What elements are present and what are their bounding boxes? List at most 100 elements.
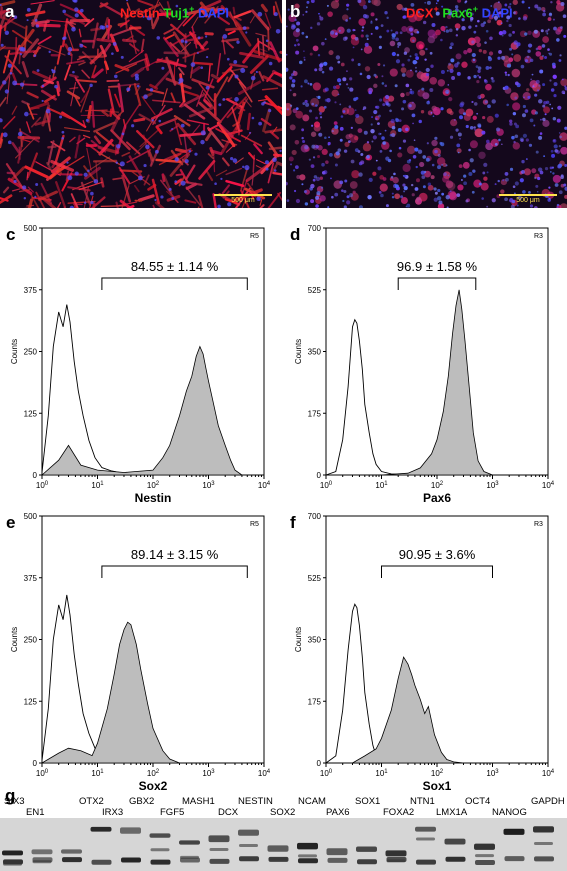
micrograph-a: Nestin Tuj1+ DAPI 500 μm [0,0,282,208]
micrograph-a-cells [0,0,282,208]
panel-letter-d: d [290,225,300,244]
y-axis-label: Counts [294,627,303,652]
y-tick-label: 500 [24,224,38,233]
x-tick-label: 103 [486,481,499,490]
y-tick-label: 350 [308,348,322,357]
gel-lane [503,828,525,862]
gel-lane [444,838,466,862]
marker-label-1: + [433,4,439,14]
gel-lane-label-top: NTN1 [410,796,435,807]
panel-letter-c: c [6,225,15,244]
gate-bracket [101,277,248,290]
y-axis-label: Counts [294,339,303,364]
control-histogram [41,304,154,476]
gel-lane-label-bottom: NANOG [492,807,527,818]
gate-label: R3 [534,233,543,240]
gel-lane-label-bottom: LMX1A [436,807,468,818]
y-tick-label: 175 [308,409,322,418]
gel-lane [238,829,259,862]
y-tick-label: 500 [24,512,38,521]
gel-lane-label-bottom: FGF5 [160,807,185,818]
x-tick-label: 100 [320,769,333,778]
gel-lane [474,843,495,865]
gel-lane-label-top: GAPDH [531,796,565,807]
y-tick-label: 525 [308,574,322,583]
gate-label: R5 [250,521,259,528]
y-axis-label: Counts [10,339,19,364]
gel-lane-label-top: MASH1 [182,796,215,807]
gel-lane [179,840,200,863]
gate-percent: 89.14 ± 3.15 % [131,547,219,562]
x-tick-label: 102 [147,481,160,490]
y-tick-label: 250 [24,636,38,645]
stained-histogram [40,345,244,476]
cell-layer [286,0,567,208]
x-tick-label: 101 [91,769,104,778]
x-tick-label: 101 [375,769,388,778]
gel-lane [267,845,289,862]
marker-label-4: DAPI [477,5,513,21]
gel-image [0,818,567,871]
y-tick-label: 0 [33,471,38,480]
y-tick-label: 250 [24,348,38,357]
x-tick-label: 102 [431,481,444,490]
micrograph-b-cells [286,0,567,208]
marker-label-3: + [472,4,478,14]
x-axis-label: Nestin [135,491,172,505]
y-tick-label: 125 [24,697,38,706]
gate-bracket [101,565,248,578]
histogram-f: f 0 175 350 525 700 100 101 102 103 104 Counts Sox1 R… [290,512,555,792]
micrograph-b-markers: DCX+ Pax6+ DAPI [406,4,513,20]
panel-letter-e: e [6,513,15,532]
stained-histogram [351,656,464,764]
marker-label-2: Pax6 [438,5,473,21]
gate-label: R5 [250,233,259,240]
marker-label-0: Nestin [120,5,160,21]
gel-lane [61,849,82,863]
y-tick-label: 0 [317,759,322,768]
gate-bracket [397,277,477,290]
micrograph-a-markers: Nestin Tuj1+ DAPI [120,4,229,20]
marker-label-2: + [189,4,195,14]
x-tick-label: 100 [320,481,333,490]
y-tick-label: 350 [308,636,322,645]
gate-bracket [381,565,493,578]
gel-lane-label-top: SOX1 [355,796,381,807]
gel-lane-label-bottom: PAX6 [326,807,350,818]
marker-label-3: DAPI [194,5,230,21]
y-tick-label: 0 [317,471,322,480]
cell-layer [0,0,282,208]
histogram-d: d 0 175 350 525 700 100 101 102 103 104 Counts Pax6 R… [290,224,555,505]
stained-histogram [381,289,493,476]
stained-histogram [40,621,180,764]
gate-percent: 96.9 ± 1.58 % [397,259,478,274]
x-tick-label: 100 [36,481,49,490]
marker-label-1: Tuj1 [159,5,190,21]
gel-lane [415,826,436,865]
x-tick-label: 103 [202,481,215,490]
x-tick-label: 102 [147,769,160,778]
gel-lane [208,835,230,864]
gel-lane [356,846,377,865]
gel-lane-label-bottom: IRX3 [102,807,124,818]
x-tick-label: 102 [431,769,444,778]
y-tick-label: 700 [308,224,322,233]
gate-percent: 90.95 ± 3.6% [399,547,476,562]
gel-lane-label-top: NCAM [298,796,326,807]
gel-lane [533,826,554,862]
histogram-e: e 0 125 250 375 500 100 101 102 103 104 Counts Sox2 R… [6,512,271,792]
x-tick-label: 103 [486,769,499,778]
x-tick-label: 104 [542,481,555,490]
panel-letter-f: f [290,513,296,532]
gel-lane [2,850,23,866]
gel-lane-label-bottom: FOXA2 [383,807,415,818]
micrograph-a-scalebar: 500 μm [214,194,272,204]
x-tick-label: 104 [258,769,271,778]
gel-lane-label-top: GBX2 [129,796,155,807]
y-tick-label: 0 [33,759,38,768]
y-tick-label: 375 [24,286,38,295]
x-tick-label: 104 [542,769,555,778]
x-axis-label: Pax6 [423,491,451,505]
gate-label: R3 [534,521,543,528]
gel-lane [31,849,53,864]
